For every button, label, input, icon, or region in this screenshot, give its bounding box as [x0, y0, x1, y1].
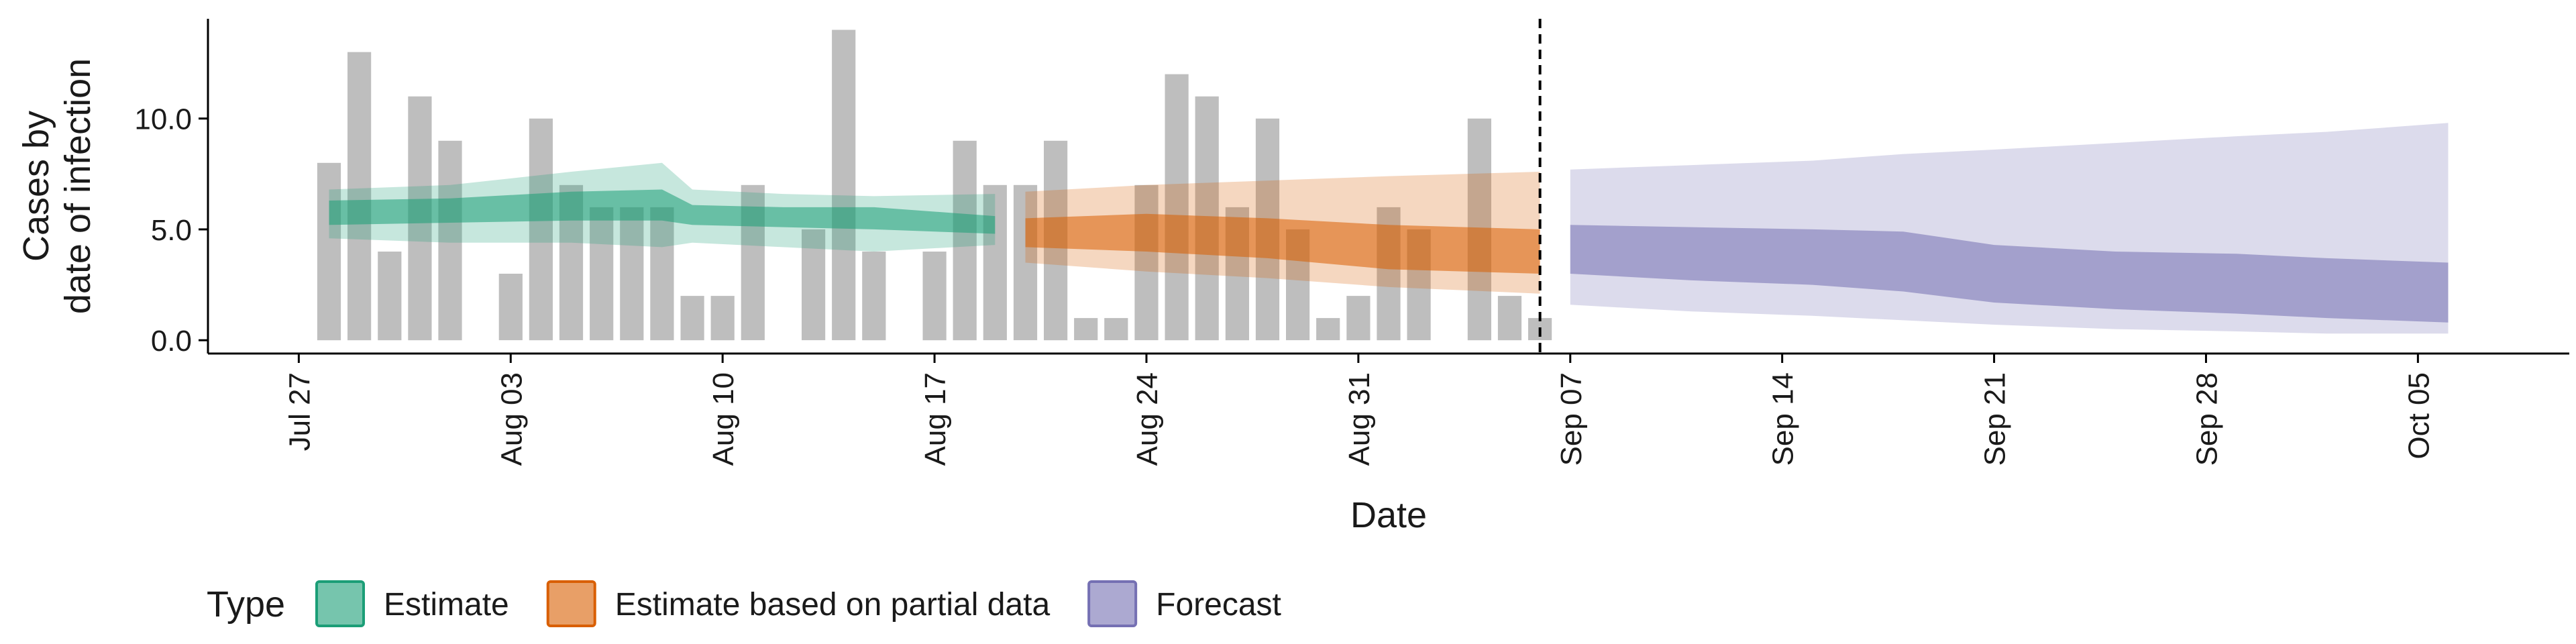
- x-tick-label: Aug 17: [919, 372, 952, 466]
- x-tick-label: Aug 10: [707, 372, 740, 466]
- legend: Type Estimate Estimate based on partial d…: [207, 580, 1281, 627]
- case-bar: [1104, 318, 1128, 341]
- case-bar: [378, 252, 402, 341]
- legend-label: Forecast: [1156, 587, 1281, 623]
- estimate-bands: [329, 123, 2449, 334]
- x-axis-ticks: Jul 27 Aug 03 Aug 10 Aug 17 Aug 24 Aug 31 Sep …: [283, 354, 2435, 466]
- case-bar: [1074, 318, 1098, 341]
- band-50-estimate: [329, 189, 996, 234]
- y-tick-label: 0.0: [151, 325, 192, 358]
- x-tick-label: Aug 03: [495, 372, 528, 466]
- reported-cases-bars: [317, 30, 1552, 341]
- case-bar: [1134, 184, 1159, 341]
- case-bar: [317, 162, 341, 341]
- y-tick-label: 5.0: [151, 214, 192, 247]
- legend-swatch: [315, 580, 365, 627]
- y-axis-title-line: Cases by: [16, 111, 56, 262]
- y-tick-label: 10.0: [134, 103, 192, 136]
- case-bar: [590, 207, 614, 341]
- band-50-estimate-based-on-partial-data: [1025, 213, 1540, 274]
- x-tick-label: Oct 05: [2402, 372, 2435, 460]
- case-bar: [620, 207, 644, 341]
- x-tick-label: Aug 24: [1131, 372, 1164, 466]
- x-tick-label: Aug 31: [1343, 372, 1376, 466]
- case-bar: [1165, 74, 1189, 341]
- band-50-forecast: [1570, 225, 2449, 323]
- x-tick-label: Sep 28: [2191, 372, 2224, 466]
- case-bar: [438, 140, 462, 341]
- x-tick-label: Sep 07: [1555, 372, 1588, 466]
- x-axis-title: Date: [1350, 495, 1427, 535]
- case-bar: [710, 296, 735, 341]
- case-bar: [1497, 296, 1522, 341]
- case-bar: [953, 140, 977, 341]
- case-bar: [680, 296, 704, 341]
- plot-area: 0.0 5.0 10.0 Jul 27 Aug 03 Aug 10 Aug 17 Aug 2…: [134, 19, 2569, 466]
- legend-title: Type: [207, 584, 285, 625]
- legend-swatch: [546, 580, 596, 627]
- x-tick-label: Sep 14: [1767, 372, 1800, 466]
- case-bar: [498, 274, 523, 341]
- case-bar: [1013, 184, 1038, 341]
- case-bar: [1316, 318, 1340, 341]
- case-bar: [862, 252, 886, 341]
- y-axis-title-line: date of infection: [58, 58, 98, 314]
- case-bar: [922, 252, 947, 341]
- case-bar: [1346, 296, 1371, 341]
- case-bar: [529, 118, 553, 341]
- legend-swatch: [1087, 580, 1138, 627]
- legend-label: Estimate: [384, 587, 509, 623]
- x-tick-label: Jul 27: [283, 372, 316, 451]
- legend-label: Estimate based on partial data: [615, 587, 1051, 623]
- x-tick-label: Sep 21: [1979, 372, 2012, 466]
- case-bar: [650, 207, 674, 341]
- case-bar: [802, 229, 826, 341]
- y-axis-ticks: 0.0 5.0 10.0: [134, 103, 208, 358]
- y-axis-title: Cases bydate of infection: [16, 58, 98, 314]
- case-bar: [832, 30, 856, 341]
- case-bar: [347, 52, 372, 341]
- case-bar: [983, 184, 1007, 341]
